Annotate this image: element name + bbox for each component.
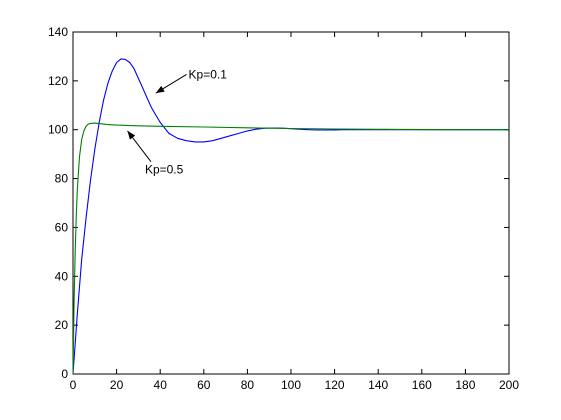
- x-tick-label: 180: [455, 378, 475, 392]
- annotation-label: Kp=0.5: [145, 163, 184, 177]
- annotation-arrow-head: [155, 85, 165, 94]
- y-tick-label: 0: [61, 367, 68, 381]
- x-tick-label: 120: [325, 378, 345, 392]
- x-tick-label: 80: [241, 378, 255, 392]
- y-tick-label: 140: [48, 25, 68, 39]
- y-tick-label: 20: [55, 318, 69, 332]
- annotations: Kp=0.1 Kp=0.5: [127, 67, 228, 177]
- x-tick-label: 100: [281, 378, 301, 392]
- axis-ticks: 0 20 40 60 80 100 120 140 160 180 200 0 20 40 60 80 100 1…: [48, 25, 519, 392]
- x-tick-label: 0: [70, 378, 77, 392]
- y-tick-label: 60: [55, 220, 69, 234]
- plot-area: [72, 31, 510, 375]
- y-tick-label: 120: [48, 74, 68, 88]
- x-tick-label: 60: [197, 378, 211, 392]
- y-tick-label: 100: [48, 123, 68, 137]
- annotation-label: Kp=0.1: [189, 67, 228, 81]
- annotation-arrow-head: [127, 130, 136, 140]
- x-tick-label: 140: [368, 378, 388, 392]
- series-line-green: [72, 122, 509, 375]
- x-tick-label: 40: [154, 378, 168, 392]
- series-lines: [72, 58, 509, 375]
- y-tick-label: 80: [55, 172, 69, 186]
- x-tick-label: 160: [412, 378, 432, 392]
- x-tick-label: 200: [499, 378, 519, 392]
- x-tick-label: 20: [110, 378, 124, 392]
- y-tick-label: 40: [55, 269, 69, 283]
